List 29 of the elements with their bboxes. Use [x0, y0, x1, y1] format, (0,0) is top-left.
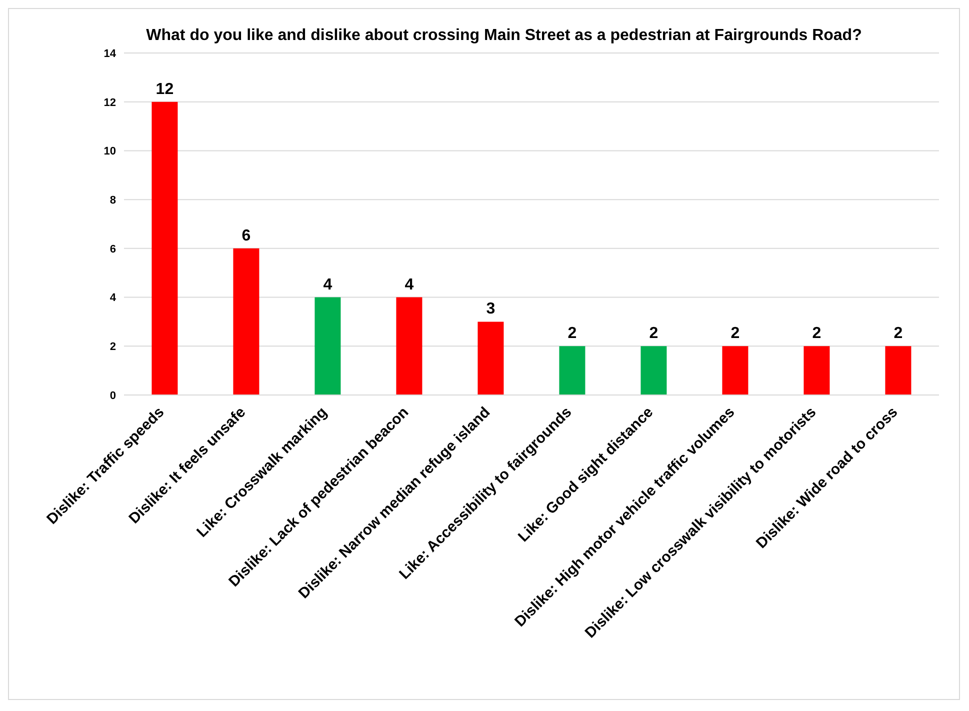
data-label: 3 — [486, 300, 496, 318]
y-tick-label: 6 — [110, 243, 116, 256]
data-label: 2 — [812, 325, 822, 342]
y-tick-label: 14 — [104, 48, 117, 60]
data-label: 4 — [323, 276, 332, 294]
bar — [804, 346, 830, 395]
bar — [885, 346, 912, 395]
y-tick-label: 8 — [110, 194, 116, 206]
y-tick-label: 4 — [110, 292, 117, 304]
y-tick-label: 2 — [110, 341, 116, 354]
bar — [152, 102, 178, 395]
bar — [722, 346, 748, 395]
data-label: 2 — [730, 325, 740, 342]
y-tick-label: 12 — [104, 96, 116, 109]
bar — [559, 346, 586, 395]
data-label: 12 — [156, 80, 174, 98]
bar — [233, 248, 260, 395]
bar — [640, 346, 667, 395]
bar — [396, 297, 422, 395]
chart-title: What do you like and dislike about crossing Main Street as a pedestrian at Fairgrounds Road? — [145, 27, 863, 45]
data-label: 2 — [894, 325, 903, 342]
data-label: 2 — [568, 325, 577, 342]
data-label: 6 — [242, 227, 251, 244]
y-tick-label: 10 — [104, 146, 116, 158]
data-label: 2 — [649, 325, 658, 342]
data-label: 4 — [404, 276, 414, 294]
y-tick-label: 0 — [110, 390, 116, 402]
bar — [314, 297, 341, 395]
bar — [478, 322, 504, 395]
